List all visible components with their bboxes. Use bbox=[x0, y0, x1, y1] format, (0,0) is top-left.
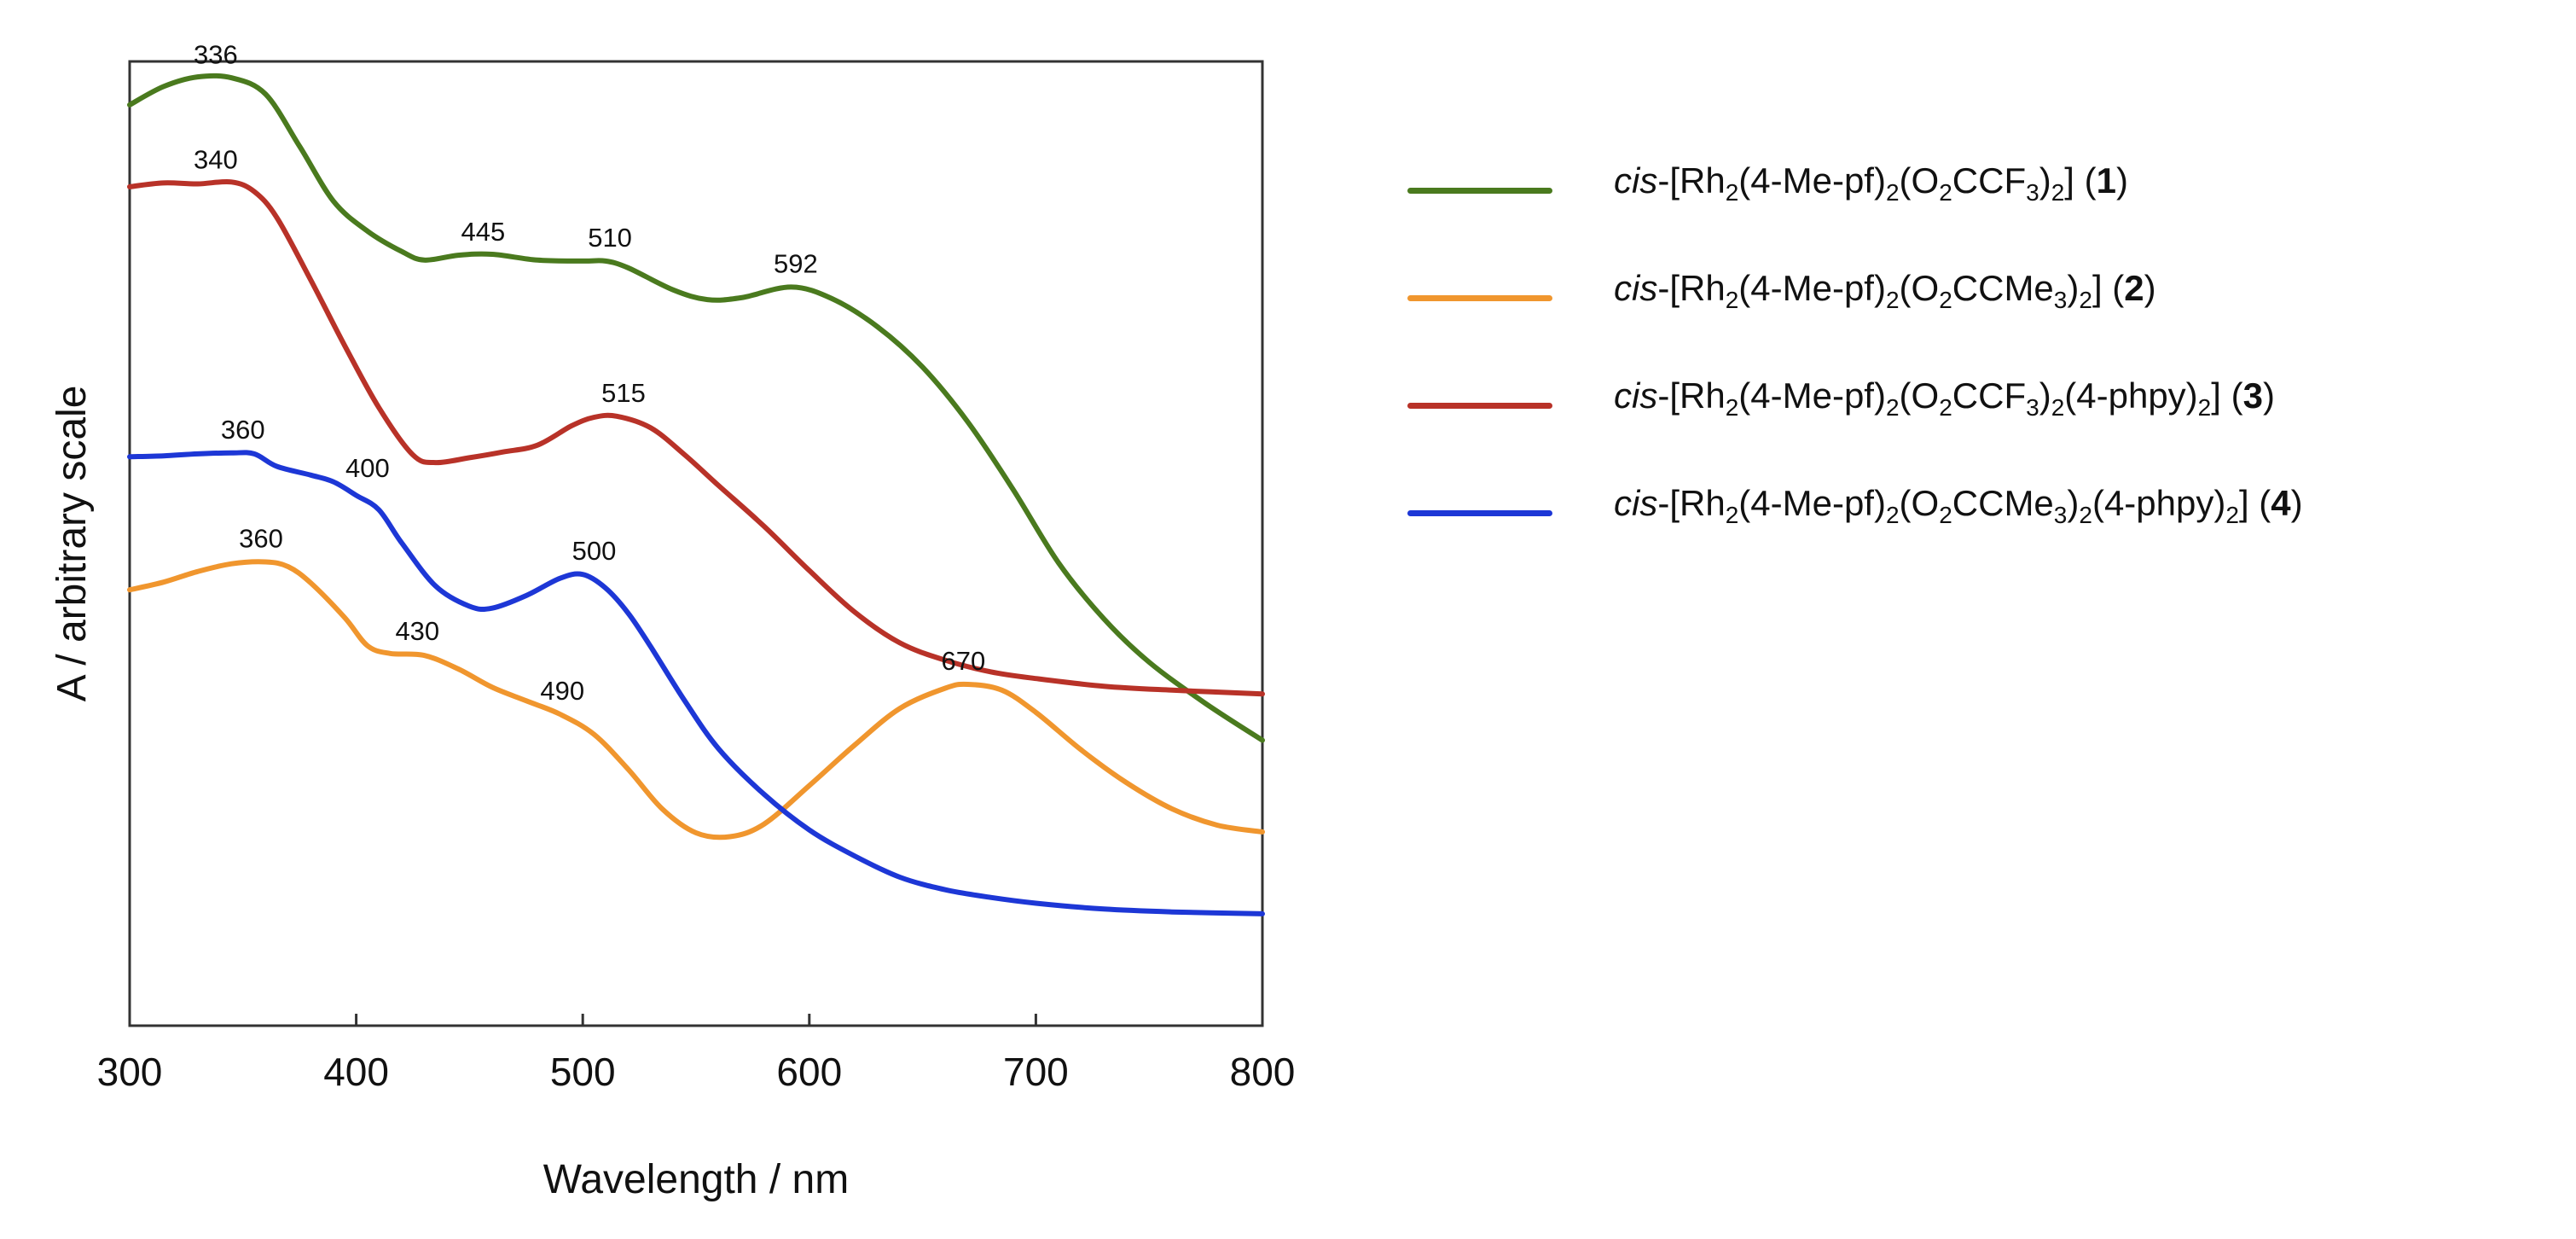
peak-label: 670 bbox=[942, 646, 986, 676]
peak-label: 336 bbox=[194, 39, 238, 69]
x-tick-label: 400 bbox=[323, 1050, 389, 1094]
x-tick-label: 800 bbox=[1230, 1050, 1296, 1094]
series-line-4 bbox=[127, 450, 1265, 916]
peak-label: 360 bbox=[239, 524, 283, 554]
peak-label: 515 bbox=[601, 378, 646, 408]
y-axis-title: A / arbitrary scale bbox=[49, 386, 95, 702]
x-tick-label: 700 bbox=[1003, 1050, 1069, 1094]
legend-item-3: cis-[Rh2(4-Me-pf)2(O2CCF3)2(4-phpy)2] (3… bbox=[1407, 369, 2559, 437]
peak-label: 510 bbox=[588, 223, 632, 253]
series-line-1 bbox=[127, 73, 1265, 743]
peak-label: 445 bbox=[461, 217, 505, 247]
legend-swatch bbox=[1407, 510, 1552, 516]
x-tick-label: 300 bbox=[97, 1050, 163, 1094]
x-tick-label: 600 bbox=[776, 1050, 842, 1094]
legend-label: cis-[Rh2(4-Me-pf)2(O2CCF3)2(4-phpy)2] (3… bbox=[1614, 375, 2275, 421]
x-axis-ticks: 300 400 500 600 700 800 bbox=[97, 1014, 1296, 1094]
series-line-3 bbox=[127, 178, 1265, 697]
legend-item-1: cis-[Rh2(4-Me-pf)2(O2CCF3)2] (1) bbox=[1407, 154, 2559, 222]
peak-label: 340 bbox=[194, 144, 238, 174]
series-line-2 bbox=[127, 559, 1265, 841]
legend-swatch bbox=[1407, 295, 1552, 301]
peak-labels: 336 340 445 510 592 515 360 400 360 500 430 490 670 bbox=[194, 39, 985, 706]
plot-frame bbox=[128, 60, 1264, 1027]
legend-item-4: cis-[Rh2(4-Me-pf)2(O2CCMe3)2(4-phpy)2] (… bbox=[1407, 476, 2559, 544]
peak-label: 490 bbox=[540, 676, 584, 706]
peak-label: 400 bbox=[345, 453, 390, 483]
legend-label: cis-[Rh2(4-Me-pf)2(O2CCF3)2] (1) bbox=[1614, 160, 2128, 206]
legend-swatch bbox=[1407, 403, 1552, 409]
peak-label: 592 bbox=[774, 248, 818, 278]
x-axis-title: Wavelength / nm bbox=[543, 1157, 849, 1202]
legend-label: cis-[Rh2(4-Me-pf)2(O2CCMe3)2] (2) bbox=[1614, 268, 2156, 313]
legend-label: cis-[Rh2(4-Me-pf)2(O2CCMe3)2(4-phpy)2] (… bbox=[1614, 483, 2303, 528]
series-lines bbox=[127, 73, 1265, 916]
x-tick-label: 500 bbox=[550, 1050, 616, 1094]
peak-label: 500 bbox=[572, 536, 617, 566]
legend-swatch bbox=[1407, 188, 1552, 194]
legend-item-2: cis-[Rh2(4-Me-pf)2(O2CCMe3)2] (2) bbox=[1407, 261, 2559, 329]
peak-label: 430 bbox=[395, 616, 439, 646]
peak-label: 360 bbox=[221, 415, 265, 445]
